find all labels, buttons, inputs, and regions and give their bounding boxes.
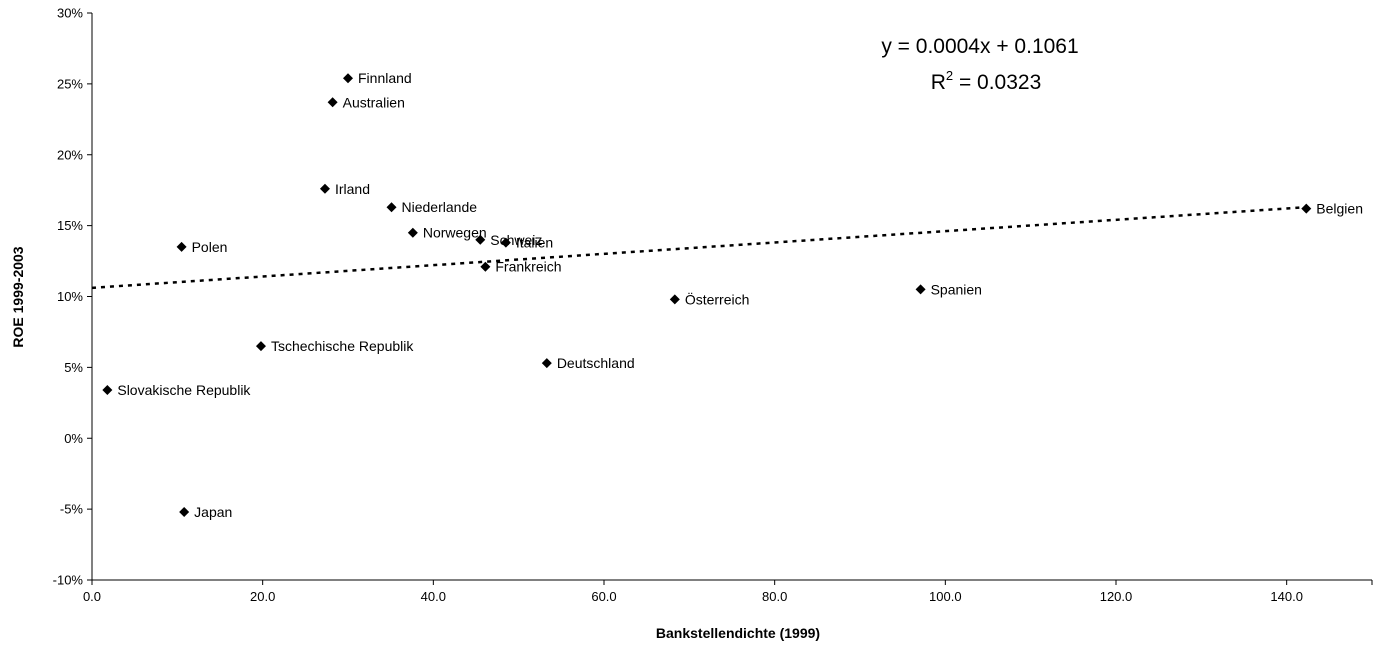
y-axis-ticks: -10% -5% 0% 5% 10% 15% 20% 25% 30% — [53, 6, 92, 588]
r-squared-text: R2 = 0.0323 — [931, 68, 1042, 94]
data-point-marker — [179, 506, 190, 517]
data-point-marker — [327, 97, 338, 108]
data-point-label: Frankreich — [495, 259, 561, 275]
x-axis-title: Bankstellendichte (1999) — [656, 625, 820, 641]
data-point-marker — [1301, 203, 1312, 214]
data-point-label: Japan — [194, 504, 232, 520]
data-point-label: Irland — [335, 181, 370, 197]
data-point-label: Slovakische Republik — [117, 382, 251, 398]
data-point-label: Australien — [343, 94, 405, 110]
data-point-marker — [343, 73, 353, 84]
data-point-marker — [541, 358, 552, 369]
x-tick-label: 60.0 — [591, 589, 616, 604]
r-squared-value: = 0.0323 — [953, 71, 1041, 94]
data-point-marker — [319, 183, 330, 194]
data-point-label: Österreich — [685, 290, 750, 307]
data-point-label: Polen — [192, 239, 228, 255]
y-tick-label: 0% — [64, 431, 83, 446]
data-point-marker — [407, 227, 418, 238]
y-axis-title: ROE 1999-2003 — [10, 246, 26, 347]
r-squared-label: R — [931, 71, 946, 94]
data-point-label: Deutschland — [557, 355, 635, 371]
data-point-marker — [500, 237, 511, 248]
data-point-marker — [480, 261, 491, 272]
x-tick-label: 40.0 — [421, 589, 446, 604]
y-tick-label: 30% — [57, 6, 83, 21]
data-point-label: Spanien — [931, 281, 982, 297]
data-point-marker — [176, 241, 187, 252]
y-tick-label: 25% — [57, 76, 83, 91]
x-tick-label: 100.0 — [929, 589, 962, 604]
x-tick-label: 20.0 — [250, 589, 275, 604]
x-tick-label: 80.0 — [762, 589, 787, 604]
regression-equation: y = 0.0004x + 0.1061 — [881, 35, 1078, 58]
data-points: Finnland Australien Irland Niederlande Norwe… — [102, 70, 1363, 520]
y-tick-label: -5% — [60, 502, 84, 517]
y-tick-label: -10% — [53, 573, 84, 588]
y-tick-label: 10% — [57, 289, 83, 304]
r-squared-superscript: 2 — [946, 68, 953, 83]
data-point-marker — [386, 202, 397, 213]
x-tick-label: 120.0 — [1100, 589, 1133, 604]
data-point-marker — [255, 341, 266, 352]
data-point-label: Italien — [516, 235, 553, 251]
data-point-label: Niederlande — [402, 199, 478, 215]
data-point-label: Finnland — [358, 70, 412, 86]
data-point-label: Norwegen — [423, 225, 487, 241]
data-point-marker — [915, 284, 926, 295]
y-tick-label: 5% — [64, 360, 83, 375]
data-point-label: Belgien — [1316, 201, 1363, 217]
trendline — [91, 205, 1307, 290]
data-point-marker — [102, 385, 113, 396]
data-point-label: Tschechische Republik — [271, 338, 414, 354]
data-point-marker — [475, 234, 486, 245]
y-tick-label: 20% — [57, 147, 83, 162]
x-tick-label: 140.0 — [1270, 589, 1303, 604]
x-tick-label: 0.0 — [83, 589, 101, 604]
x-axis-ticks: 0.0 20.0 40.0 60.0 80.0 100.0 120.0 140.0 — [83, 580, 1373, 604]
data-point-marker — [669, 294, 680, 305]
y-tick-label: 15% — [57, 218, 83, 233]
